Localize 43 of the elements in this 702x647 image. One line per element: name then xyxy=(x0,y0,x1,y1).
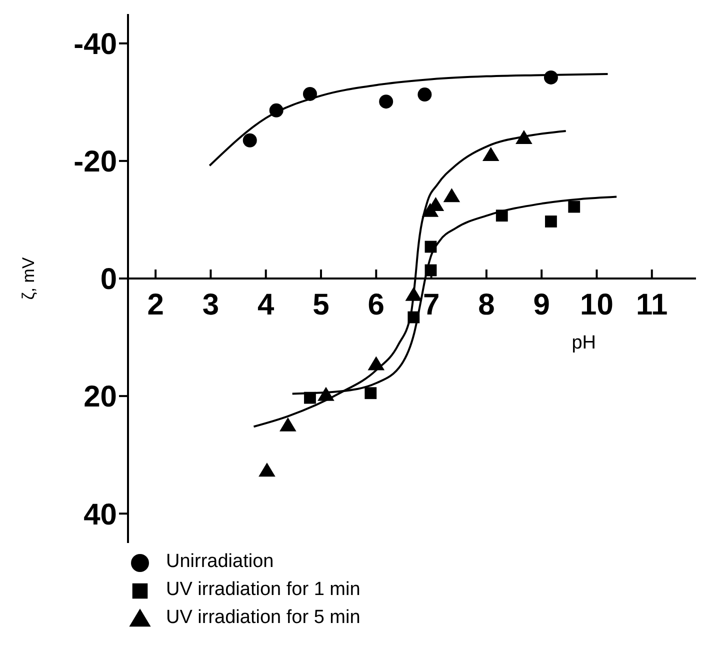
x-tick-label: 11 xyxy=(636,288,668,322)
x-tick-label: 6 xyxy=(368,288,384,322)
point xyxy=(418,88,432,102)
point xyxy=(516,130,532,144)
x-tick-label: 3 xyxy=(202,288,220,322)
point xyxy=(568,200,580,213)
line-series xyxy=(208,72,609,167)
y-tick-label: 40 xyxy=(84,498,117,532)
point xyxy=(318,386,334,401)
y-tick-label: -20 xyxy=(74,146,117,179)
legend-label: Unirradiation xyxy=(166,550,274,574)
point xyxy=(545,216,557,228)
x-tick-label: 2 xyxy=(147,288,164,322)
x-tick-label: 9 xyxy=(533,288,550,322)
point xyxy=(364,387,377,400)
point xyxy=(544,70,558,84)
point xyxy=(269,103,284,118)
point xyxy=(443,188,460,202)
x-tick-label: 7 xyxy=(422,288,440,322)
point xyxy=(496,210,508,222)
point xyxy=(482,147,500,162)
point xyxy=(424,240,437,253)
point xyxy=(304,392,316,404)
x-tick-label: 5 xyxy=(312,288,330,322)
y-tick-label: -40 xyxy=(74,28,117,62)
point xyxy=(408,311,420,324)
x-tick-label: 8 xyxy=(478,288,495,322)
legend-label: UV irradiation for 1 min xyxy=(166,578,360,602)
x-tick-label: 4 xyxy=(258,288,275,322)
y-axis-title: ζ, mV xyxy=(19,256,38,300)
point xyxy=(258,462,276,477)
point xyxy=(302,86,317,101)
point xyxy=(242,133,257,148)
x-axis-title: pH xyxy=(572,332,596,354)
point xyxy=(405,286,422,301)
point xyxy=(368,356,385,370)
point xyxy=(280,417,296,432)
point xyxy=(379,94,394,109)
x-tick-label: 10 xyxy=(580,288,614,322)
y-tick-label: 20 xyxy=(84,380,117,414)
point xyxy=(424,264,437,276)
y-tick-label: 0 xyxy=(100,263,117,296)
legend-label: UV irradiation for 5 min xyxy=(166,606,360,630)
